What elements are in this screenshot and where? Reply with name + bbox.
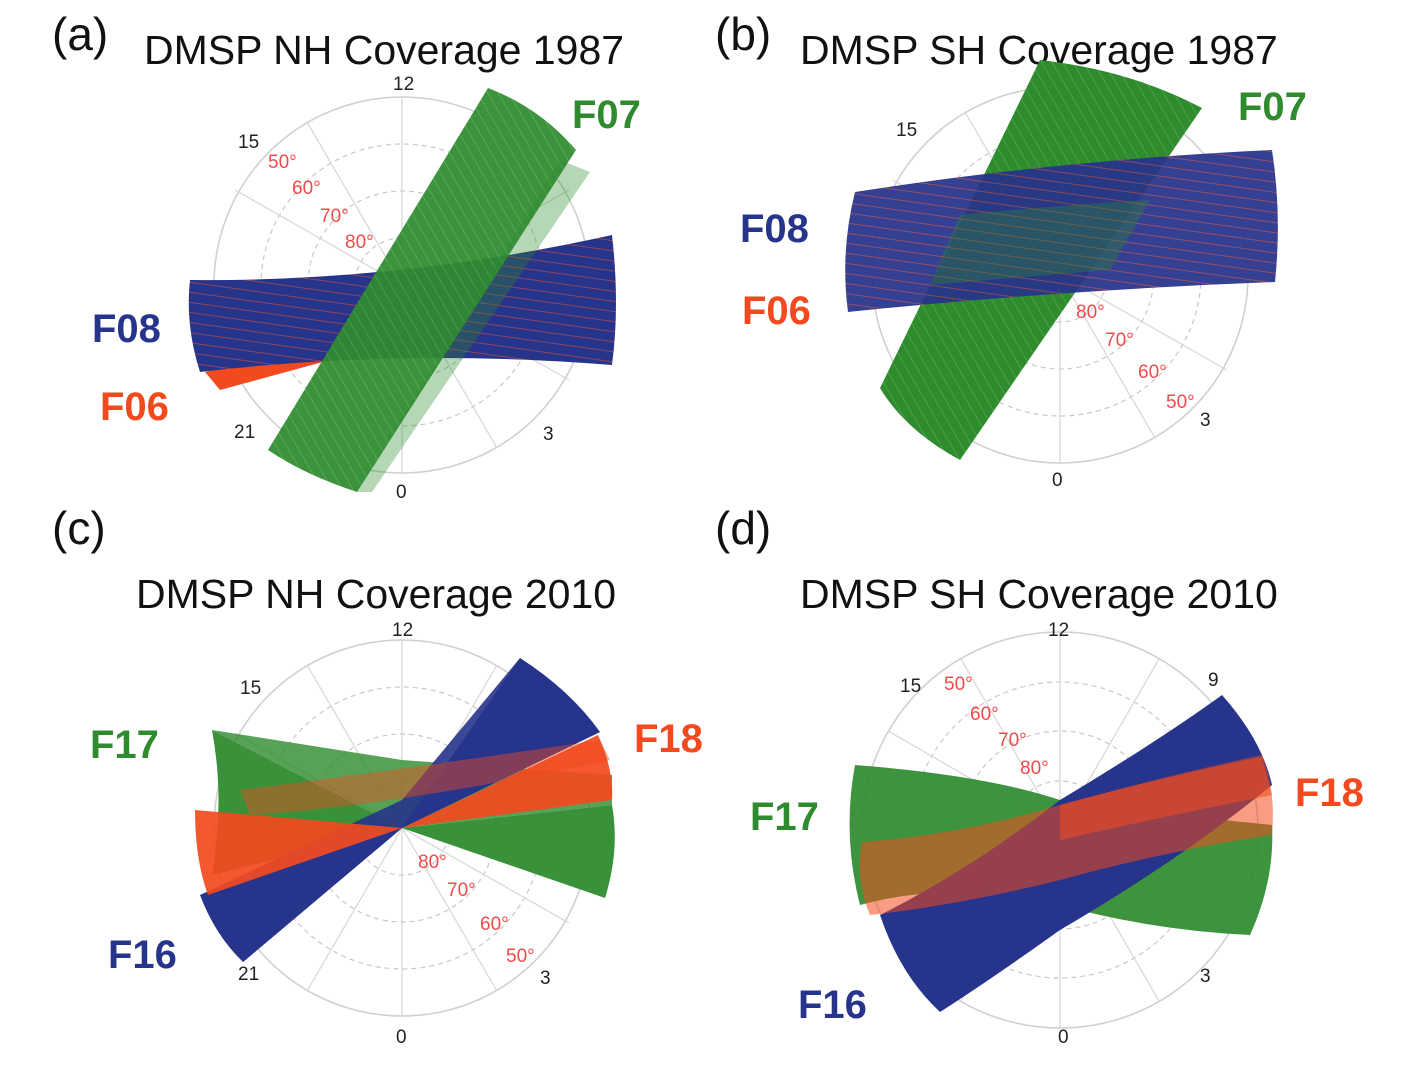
panel-d-sat-label-1: F17 bbox=[750, 795, 819, 839]
panel-b-label: (b) bbox=[715, 8, 771, 60]
panel-b-mlt-3: 3 bbox=[1200, 410, 1211, 431]
panel-a-mlt-0: 0 bbox=[396, 482, 407, 503]
panel-d-mlt-15: 15 bbox=[900, 676, 921, 697]
panel-b-sat-label-3: F06 bbox=[742, 289, 811, 333]
panel-b-mlt-0: 0 bbox=[1052, 470, 1063, 491]
panel-a-lat-50: 50° bbox=[268, 152, 297, 173]
panel-c-lat-70: 70° bbox=[447, 880, 476, 901]
panel-c-lat-80: 80° bbox=[418, 852, 447, 873]
panel-a-lat-70: 70° bbox=[320, 206, 349, 227]
panel-b-f08-band bbox=[845, 150, 1278, 312]
panel-c-sat-label-1: F17 bbox=[90, 723, 159, 767]
panel-c: (c) DMSP NH Coverage 2010 12 15 21 0 3 8… bbox=[52, 502, 703, 1048]
panel-b-lat-50: 50° bbox=[1166, 392, 1195, 413]
panel-a-mlt-12: 12 bbox=[393, 74, 414, 95]
panel-d: (d) DMSP SH Coverage 2010 12 15 9 0 3 50… bbox=[715, 502, 1364, 1048]
panel-a-mlt-3: 3 bbox=[543, 424, 554, 445]
panel-c-mlt-21: 21 bbox=[238, 964, 259, 985]
panel-d-mlt-0: 0 bbox=[1058, 1027, 1069, 1048]
panel-d-mlt-9: 9 bbox=[1208, 670, 1219, 691]
panel-d-lat-60: 60° bbox=[970, 704, 999, 725]
panel-d-lat-80: 80° bbox=[1020, 758, 1049, 779]
panel-d-lat-70: 70° bbox=[998, 730, 1027, 751]
panel-d-title: DMSP SH Coverage 2010 bbox=[800, 571, 1278, 617]
panel-c-mlt-15: 15 bbox=[240, 678, 261, 699]
panel-d-mlt-12: 12 bbox=[1048, 620, 1069, 641]
panel-c-sat-label-3: F16 bbox=[108, 933, 177, 977]
panel-a-title: DMSP NH Coverage 1987 bbox=[144, 27, 624, 73]
panel-a-mlt-21: 21 bbox=[234, 422, 255, 443]
panel-a-lat-80: 80° bbox=[345, 232, 374, 253]
panel-b-sat-label-1: F07 bbox=[1238, 85, 1307, 129]
panel-d-label: (d) bbox=[715, 502, 771, 554]
panel-b-sat-label-2: F08 bbox=[740, 207, 809, 251]
panel-d-lat-50: 50° bbox=[944, 674, 973, 695]
panel-a-mlt-15: 15 bbox=[238, 132, 259, 153]
panel-a-sat-label-2: F08 bbox=[92, 307, 161, 351]
panel-c-mlt-3: 3 bbox=[540, 968, 551, 989]
panel-c-label: (c) bbox=[52, 502, 106, 554]
panel-b: (b) DMSP SH Coverage 1987 15 0 3 80° 70°… bbox=[715, 8, 1307, 491]
panel-a-sat-label-3: F06 bbox=[100, 385, 169, 429]
panel-d-mlt-3: 3 bbox=[1200, 966, 1211, 987]
panel-b-lat-60: 60° bbox=[1138, 362, 1167, 383]
panel-c-f18-band bbox=[195, 810, 402, 895]
panel-c-mlt-0: 0 bbox=[396, 1027, 407, 1048]
panel-a-lat-60: 60° bbox=[292, 178, 321, 199]
panel-b-lat-70: 70° bbox=[1105, 330, 1134, 351]
panel-c-title: DMSP NH Coverage 2010 bbox=[136, 571, 616, 617]
panel-b-mlt-15: 15 bbox=[896, 120, 917, 141]
panel-d-sat-label-2: F18 bbox=[1295, 771, 1364, 815]
panel-a: (a) DMSP NH Coverage 1987 12 15 21 0 3 5… bbox=[52, 8, 641, 503]
panel-c-sat-label-2: F18 bbox=[634, 717, 703, 761]
panel-b-lat-80: 80° bbox=[1076, 302, 1105, 323]
panel-a-sat-label-1: F07 bbox=[572, 93, 641, 137]
panel-c-lat-60: 60° bbox=[480, 914, 509, 935]
panel-a-f07-band bbox=[268, 88, 576, 492]
panel-a-label: (a) bbox=[52, 8, 108, 60]
panel-d-sat-label-3: F16 bbox=[798, 983, 867, 1027]
panel-c-mlt-12: 12 bbox=[392, 620, 413, 641]
panel-c-lat-50: 50° bbox=[506, 946, 535, 967]
